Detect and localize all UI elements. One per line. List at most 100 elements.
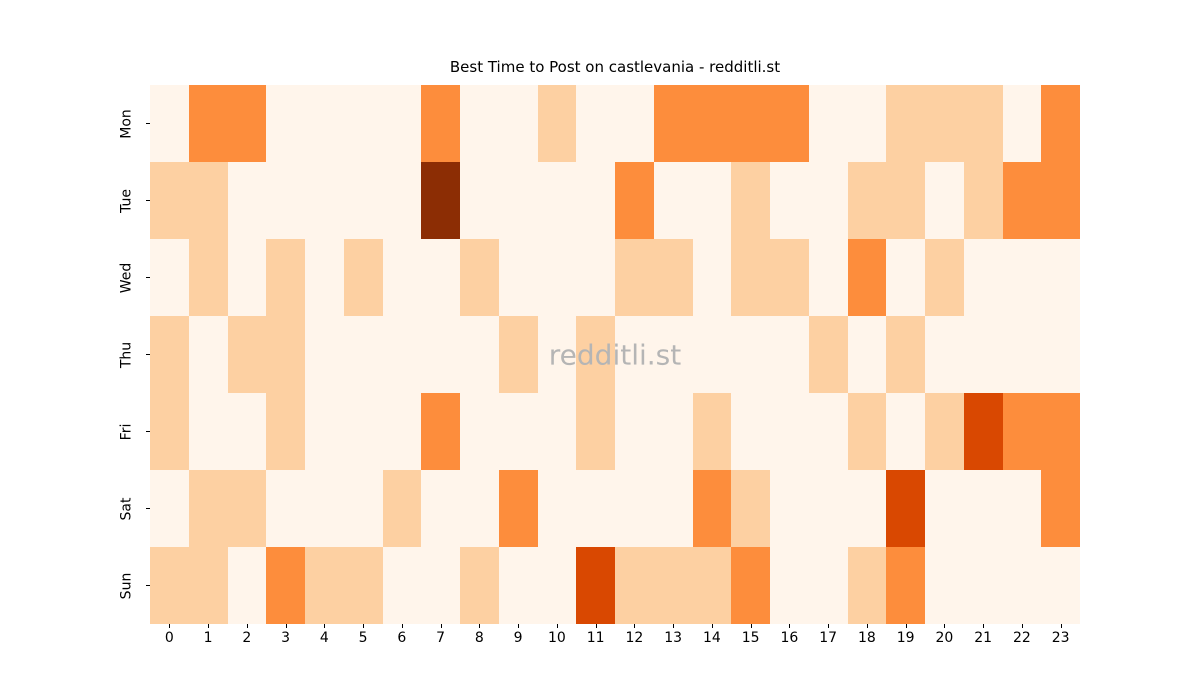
- heatmap-cell-wed-8: [460, 239, 499, 316]
- x-tick-mark-22: [1021, 624, 1023, 628]
- heatmap-cell-sat-19: [886, 470, 925, 547]
- x-tick-mark-7: [440, 624, 442, 628]
- heatmap-cell-fri-16: [770, 393, 809, 470]
- x-tick-mark-17: [828, 624, 830, 628]
- x-tick-label-20: 20: [935, 630, 954, 646]
- heatmap-cell-mon-18: [847, 85, 887, 162]
- heatmap-cell-sat-17: [808, 470, 848, 547]
- heatmap-cell-wed-11: [576, 239, 615, 316]
- heatmap-plot-area: redditli.st: [150, 85, 1080, 624]
- heatmap-cell-mon-22: [1002, 85, 1042, 162]
- heatmap-cell-sat-5: [343, 470, 383, 547]
- heatmap-cell-tue-13: [653, 162, 693, 239]
- heatmap-cell-sun-2: [227, 547, 267, 624]
- heatmap-cell-thu-23: [1041, 316, 1080, 393]
- x-tick-mark-4: [324, 624, 326, 628]
- heatmap-cell-sat-3: [266, 470, 305, 547]
- x-tick-mark-8: [479, 624, 481, 628]
- heatmap-cell-sat-1: [188, 470, 228, 547]
- heatmap-cell-sun-4: [305, 547, 344, 624]
- heatmap-cell-wed-5: [343, 239, 383, 316]
- x-tick-mark-13: [673, 624, 675, 628]
- heatmap-cell-thu-1: [188, 316, 228, 393]
- heatmap-cell-fri-15: [731, 393, 770, 470]
- heatmap-cell-sat-7: [421, 470, 460, 547]
- y-tick-mark-wed: [146, 277, 150, 278]
- heatmap-cell-tue-23: [1041, 162, 1080, 239]
- y-tick-label-thu: Thu: [118, 341, 135, 368]
- x-tick-label-17: 17: [819, 630, 838, 646]
- heatmap-cell-sun-0: [150, 547, 189, 624]
- heatmap-cell-tue-8: [460, 162, 499, 239]
- x-tick-label-12: 12: [625, 630, 644, 646]
- heatmap-cell-wed-17: [808, 239, 848, 316]
- heatmap-cell-sat-6: [382, 470, 422, 547]
- x-tick-label-21: 21: [974, 630, 993, 646]
- heatmap-cell-tue-6: [382, 162, 422, 239]
- heatmap-cell-tue-1: [188, 162, 228, 239]
- heatmap-cell-sun-16: [770, 547, 809, 624]
- heatmap-cell-sat-16: [770, 470, 809, 547]
- heatmap-cell-fri-23: [1041, 393, 1080, 470]
- heatmap-cell-tue-4: [305, 162, 344, 239]
- x-tick-mark-19: [905, 624, 907, 628]
- x-tick-mark-2: [246, 624, 248, 628]
- heatmap-cell-sat-18: [847, 470, 887, 547]
- heatmap-cell-mon-16: [770, 85, 809, 162]
- y-tick-label-sun: Sun: [118, 572, 135, 599]
- heatmap-cell-mon-8: [460, 85, 499, 162]
- heatmap-cell-thu-10: [537, 316, 577, 393]
- heatmap-cell-tue-5: [343, 162, 383, 239]
- x-tick-label-11: 11: [586, 630, 605, 646]
- x-tick-label-7: 7: [436, 630, 446, 646]
- heatmap-cell-tue-15: [731, 162, 770, 239]
- heatmap-cell-fri-10: [537, 393, 577, 470]
- heatmap-cell-fri-21: [963, 393, 1003, 470]
- heatmap-cell-sat-22: [1002, 470, 1042, 547]
- heatmap-cell-tue-16: [770, 162, 809, 239]
- heatmap-cell-wed-2: [227, 239, 267, 316]
- heatmap-cell-tue-19: [886, 162, 925, 239]
- x-tick-mark-6: [401, 624, 403, 628]
- y-tick-mark-sat: [146, 508, 150, 509]
- heatmap-cell-thu-6: [382, 316, 422, 393]
- heatmap-cell-thu-19: [886, 316, 925, 393]
- heatmap-cell-thu-22: [1002, 316, 1042, 393]
- y-tick-mark-tue: [146, 200, 150, 201]
- heatmap-cell-mon-21: [963, 85, 1003, 162]
- x-tick-label-16: 16: [780, 630, 799, 646]
- heatmap-cell-sat-10: [537, 470, 577, 547]
- heatmap-cell-tue-17: [808, 162, 848, 239]
- heatmap-cell-sat-13: [653, 470, 693, 547]
- heatmap-cell-wed-23: [1041, 239, 1080, 316]
- heatmap-cell-fri-4: [305, 393, 344, 470]
- x-tick-mark-15: [750, 624, 752, 628]
- heatmap-cell-sun-15: [731, 547, 770, 624]
- x-tick-mark-14: [711, 624, 713, 628]
- heatmap-cell-tue-21: [963, 162, 1003, 239]
- heatmap-cell-fri-12: [615, 393, 654, 470]
- y-tick-label-wed: Wed: [118, 262, 135, 293]
- heatmap-cell-wed-14: [692, 239, 732, 316]
- heatmap-cell-thu-21: [963, 316, 1003, 393]
- heatmap-cell-mon-1: [188, 85, 228, 162]
- heatmap-cell-wed-21: [963, 239, 1003, 316]
- x-tick-mark-12: [634, 624, 636, 628]
- heatmap-cell-fri-13: [653, 393, 693, 470]
- x-tick-label-15: 15: [741, 630, 760, 646]
- chart-title: Best Time to Post on castlevania - reddi…: [449, 58, 781, 76]
- heatmap-cell-sun-13: [653, 547, 693, 624]
- heatmap-cell-fri-6: [382, 393, 422, 470]
- heatmap-cell-wed-22: [1002, 239, 1042, 316]
- x-tick-mark-0: [169, 624, 171, 628]
- heatmap-cell-wed-16: [770, 239, 809, 316]
- heatmap-cell-fri-22: [1002, 393, 1042, 470]
- heatmap-cell-tue-22: [1002, 162, 1042, 239]
- heatmap-cell-thu-15: [731, 316, 770, 393]
- heatmap-cell-tue-2: [227, 162, 267, 239]
- y-tick-label-mon: Mon: [118, 108, 135, 139]
- heatmap-cell-sat-12: [615, 470, 654, 547]
- heatmap-cell-sun-8: [460, 547, 499, 624]
- heatmap-cell-fri-11: [576, 393, 615, 470]
